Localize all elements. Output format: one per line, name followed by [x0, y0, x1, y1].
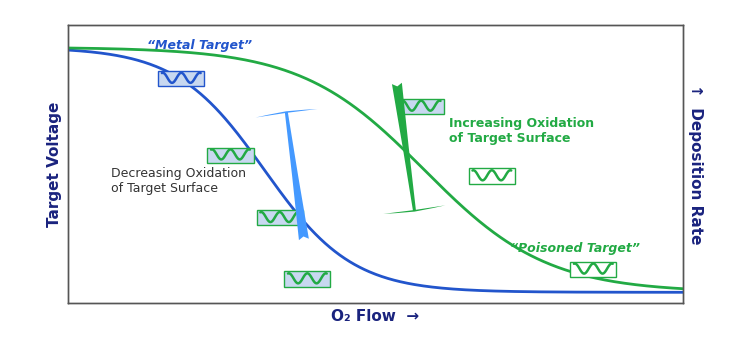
- Text: “Metal Target”: “Metal Target”: [148, 39, 253, 52]
- Text: Decreasing Oxidation
of Target Surface: Decreasing Oxidation of Target Surface: [110, 167, 245, 195]
- FancyBboxPatch shape: [398, 99, 444, 114]
- FancyBboxPatch shape: [158, 71, 204, 86]
- X-axis label: O₂ Flow  →: O₂ Flow →: [331, 309, 419, 324]
- FancyBboxPatch shape: [256, 210, 303, 226]
- FancyBboxPatch shape: [284, 271, 331, 287]
- Text: Increasing Oxidation
of Target Surface: Increasing Oxidation of Target Surface: [448, 117, 594, 145]
- FancyBboxPatch shape: [469, 169, 515, 184]
- Text: “Poisoned Target”: “Poisoned Target”: [510, 242, 640, 255]
- Y-axis label: ↑  Deposition Rate: ↑ Deposition Rate: [688, 84, 703, 245]
- Y-axis label: Target Voltage: Target Voltage: [47, 101, 62, 227]
- FancyBboxPatch shape: [570, 262, 616, 277]
- FancyBboxPatch shape: [208, 147, 254, 163]
